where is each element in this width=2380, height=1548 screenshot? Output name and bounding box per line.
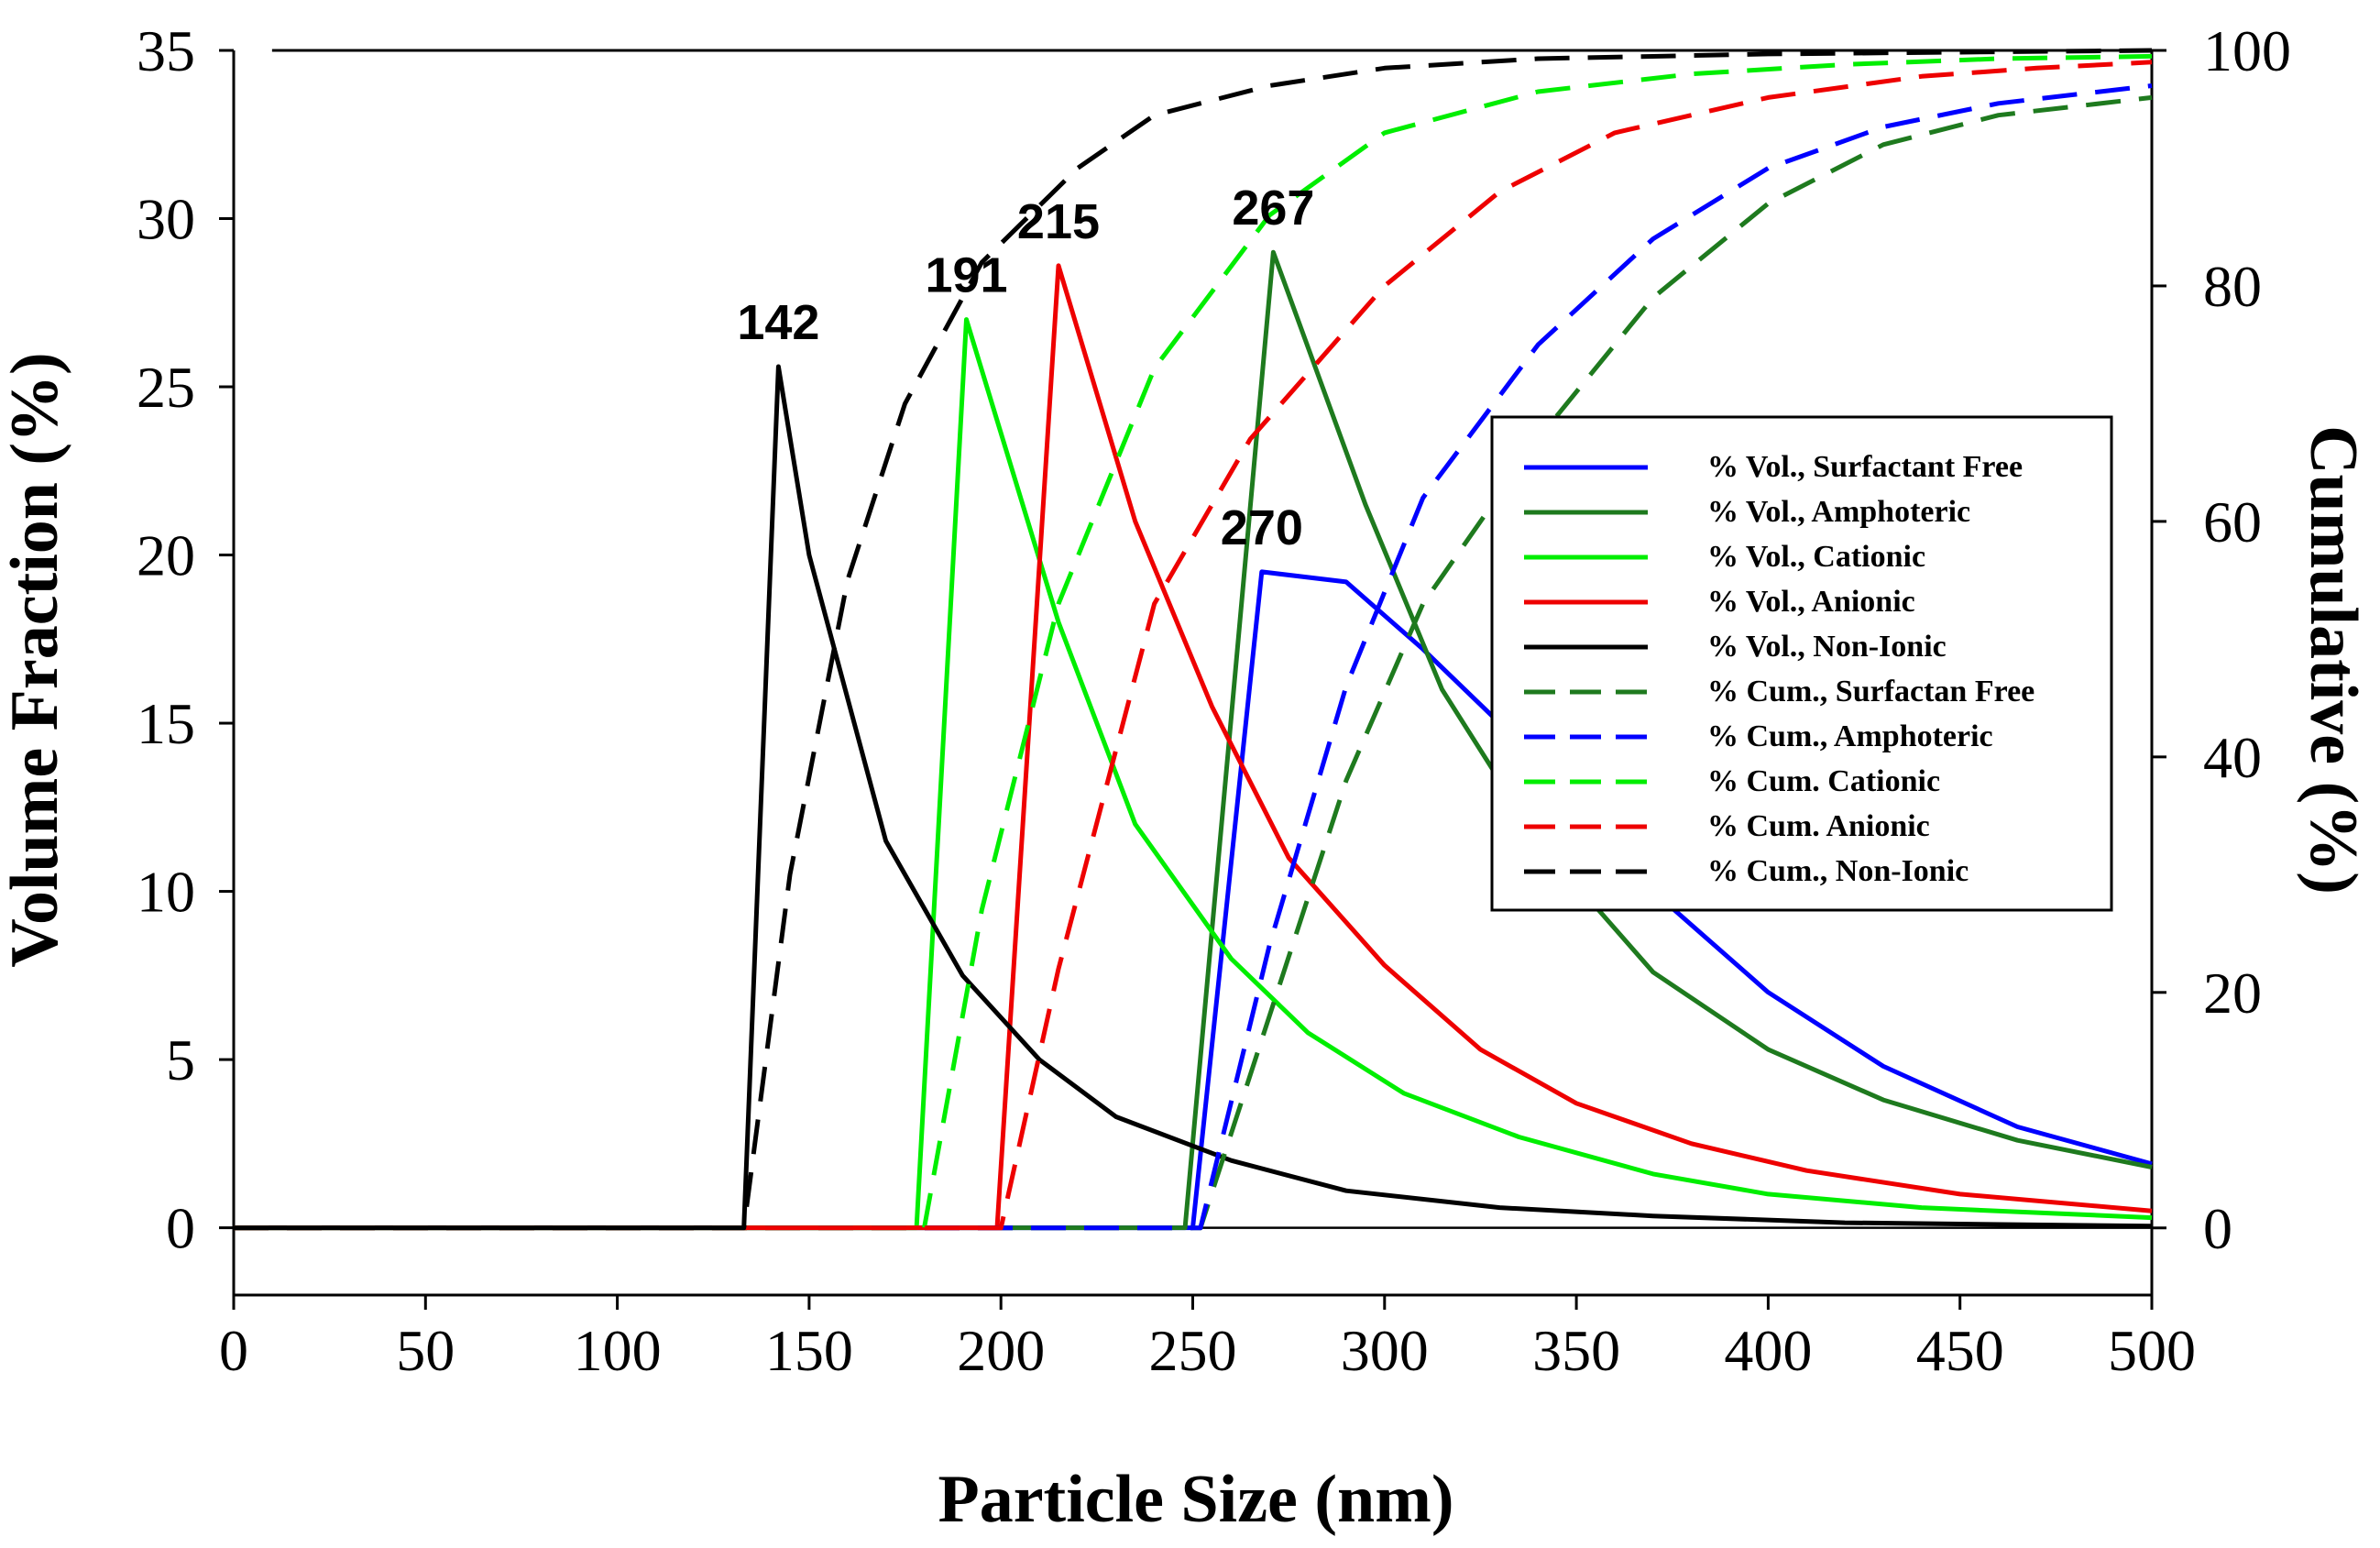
series-line-vol-non-ionic <box>234 364 2153 1231</box>
y-tick-label: 15 <box>137 691 195 756</box>
y-tick-label: 35 <box>137 18 195 83</box>
legend-label: % Vol., Anionic <box>1707 585 1915 619</box>
series-line-cum-anionic <box>234 60 2153 1231</box>
x-tick-label: 350 <box>1532 1318 1620 1383</box>
peak-label-191: 191 <box>925 248 1007 303</box>
series-line-vol-cationic <box>234 317 2153 1231</box>
y2-axis-title: Cumulative (%) <box>2296 425 2371 895</box>
peak-label-270: 270 <box>1221 500 1303 555</box>
y-tick-label: 25 <box>137 355 195 420</box>
x-tick-label: 500 <box>2108 1318 2196 1383</box>
x-tick-label: 200 <box>957 1318 1045 1383</box>
x-tick-label: 300 <box>1341 1318 1429 1383</box>
legend-label: % Cum. Anionic <box>1707 809 1930 843</box>
series-line-vol-anionic <box>234 263 2153 1231</box>
legend-label: % Vol., Surfactant Free <box>1707 450 2023 484</box>
y2-tick-label: 40 <box>2203 725 2262 790</box>
legend-label: % Vol., Cationic <box>1707 540 1925 574</box>
x-tick-label: 250 <box>1149 1318 1237 1383</box>
peak-label-267: 267 <box>1232 181 1314 236</box>
x-tick-label: 50 <box>396 1318 455 1383</box>
legend-label: % Cum., Amphoteric <box>1707 719 1993 753</box>
y-tick-label: 0 <box>166 1196 195 1261</box>
y-tick-label: 20 <box>137 523 195 588</box>
y2-tick-label: 80 <box>2203 254 2262 319</box>
legend: % Vol., Surfactant Free % Vol., Amphoteri… <box>1490 415 2113 912</box>
legend-label: % Vol., Non-Ionic <box>1707 630 1947 664</box>
x-tick-label: 400 <box>1724 1318 1812 1383</box>
series-line-cum-cationic <box>234 53 2153 1231</box>
y-tick-label: 30 <box>137 187 195 252</box>
x-axis-title: Particle Size (nm) <box>938 1462 1454 1537</box>
x-tick-label: 0 <box>219 1318 248 1383</box>
series-line-cum-amphoteric <box>234 83 2153 1231</box>
peak-label-215: 215 <box>1017 194 1100 249</box>
x-tick-label: 100 <box>574 1318 662 1383</box>
y-tick-label: 5 <box>166 1027 195 1092</box>
legend-label: % Cum. Cationic <box>1707 764 1940 798</box>
y2-tick-label: 0 <box>2203 1196 2232 1261</box>
legend-label: % Vol., Amphoteric <box>1707 495 1970 529</box>
y-axis-title: Volume Fraction (%) <box>0 352 72 967</box>
y-tick-label: 10 <box>137 860 195 925</box>
legend-label: % Cum., Non-Ionic <box>1707 854 1969 888</box>
y2-tick-label: 60 <box>2203 489 2262 554</box>
y2-tick-label: 20 <box>2203 961 2262 1026</box>
series-line-cum-non-ionic <box>234 48 2153 1231</box>
x-tick-label: 450 <box>1916 1318 2004 1383</box>
legend-label: % Cum., Surfactan Free <box>1707 675 2035 708</box>
axes-layer: 0 50 100 150 200 250 300 350 400 450 5000510152025… <box>137 18 2291 1383</box>
peak-label-142: 142 <box>737 295 819 350</box>
x-tick-label: 150 <box>765 1318 853 1383</box>
y2-tick-label: 100 <box>2203 18 2291 83</box>
